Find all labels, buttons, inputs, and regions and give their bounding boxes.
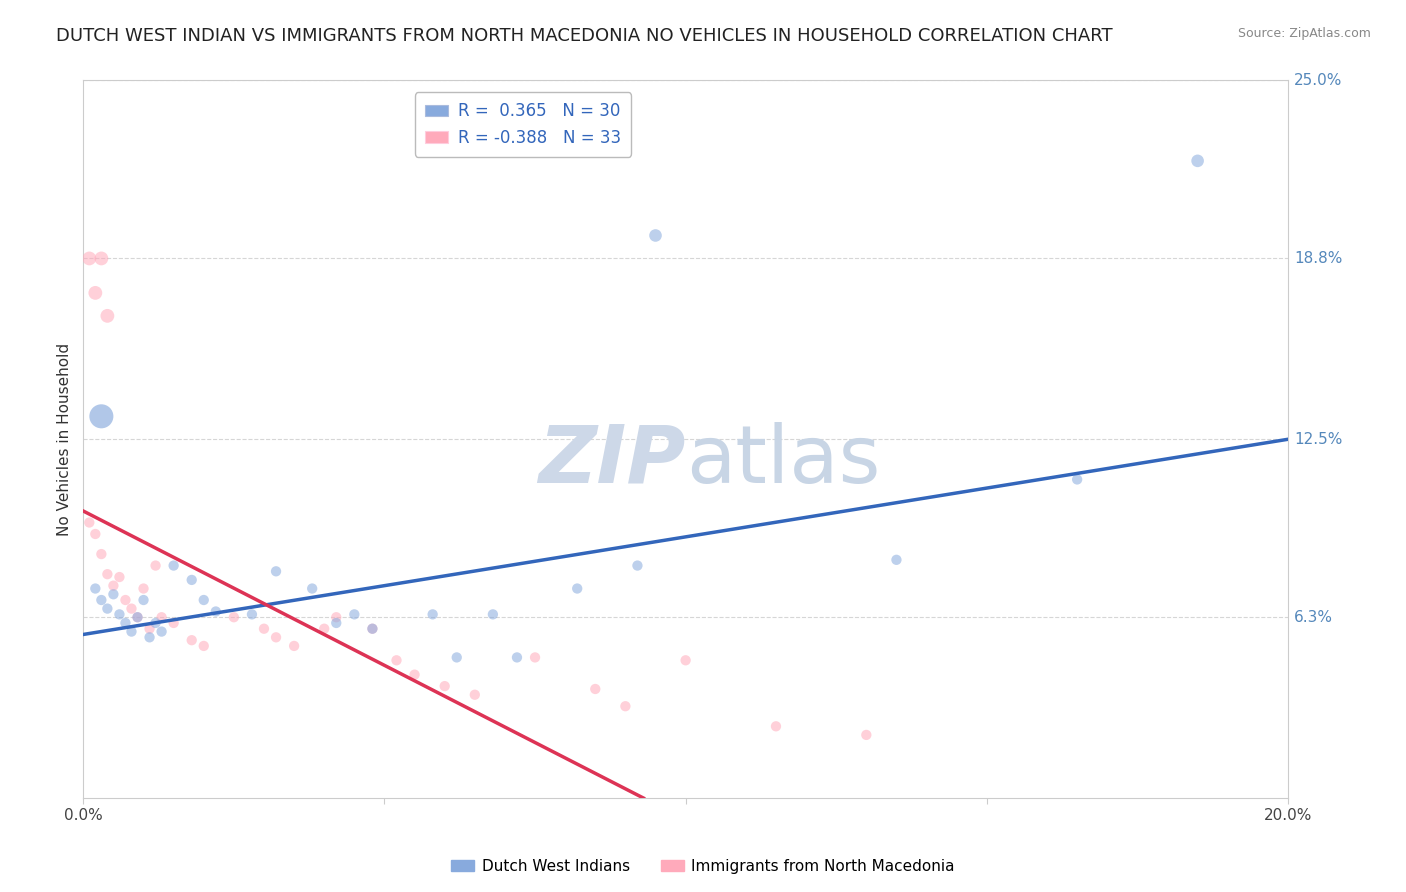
Point [325, 615, 347, 630]
Point [180, 633, 202, 648]
Point [301, 582, 323, 596]
Point [138, 622, 160, 636]
Point [283, 639, 305, 653]
Point [385, 653, 408, 667]
Point [614, 699, 637, 714]
Point [524, 650, 547, 665]
Point [325, 610, 347, 624]
Point [361, 622, 384, 636]
Point [84, 582, 107, 596]
Point [314, 622, 336, 636]
Point [626, 558, 648, 573]
Point [343, 607, 366, 622]
Point [180, 573, 202, 587]
Point [108, 607, 131, 622]
Text: DUTCH WEST INDIAN VS IMMIGRANTS FROM NORTH MACEDONIA NO VEHICLES IN HOUSEHOLD CO: DUTCH WEST INDIAN VS IMMIGRANTS FROM NOR… [56, 27, 1114, 45]
Text: 12.5%: 12.5% [1294, 432, 1343, 447]
Point [145, 558, 167, 573]
Point [446, 650, 468, 665]
Point [855, 728, 877, 742]
Point [361, 622, 384, 636]
Point [193, 593, 215, 607]
Point [567, 582, 589, 596]
Point [103, 579, 125, 593]
Point [675, 653, 697, 667]
Point [583, 681, 606, 696]
Point [84, 285, 107, 300]
Text: ZIP: ZIP [538, 422, 686, 500]
Point [138, 630, 160, 644]
Point [132, 582, 155, 596]
Point [103, 587, 125, 601]
Text: Source: ZipAtlas.com: Source: ZipAtlas.com [1237, 27, 1371, 40]
Point [84, 527, 107, 541]
Text: 18.8%: 18.8% [1294, 251, 1343, 266]
Point [163, 615, 186, 630]
Point [264, 630, 287, 644]
Point [90, 409, 112, 424]
Point [163, 558, 186, 573]
Text: 25.0%: 25.0% [1294, 73, 1343, 88]
Point [108, 570, 131, 584]
Text: 6.3%: 6.3% [1294, 610, 1333, 624]
Point [240, 607, 263, 622]
Point [121, 624, 143, 639]
Y-axis label: No Vehicles in Household: No Vehicles in Household [58, 343, 72, 536]
Point [145, 615, 167, 630]
Point [222, 610, 245, 624]
Point [264, 564, 287, 578]
Point [765, 719, 787, 733]
Point [253, 622, 276, 636]
Point [464, 688, 486, 702]
Point [886, 553, 908, 567]
Point [114, 593, 136, 607]
Point [1066, 473, 1088, 487]
Legend: Dutch West Indians, Immigrants from North Macedonia: Dutch West Indians, Immigrants from Nort… [446, 853, 960, 880]
Point [422, 607, 444, 622]
Point [96, 309, 118, 323]
Point [90, 252, 112, 266]
Point [433, 679, 456, 693]
Point [79, 516, 101, 530]
Point [132, 593, 155, 607]
Point [644, 228, 666, 243]
Point [482, 607, 505, 622]
Point [96, 601, 118, 615]
Point [96, 567, 118, 582]
Point [121, 601, 143, 615]
Legend: R =  0.365   N = 30, R = -0.388   N = 33: R = 0.365 N = 30, R = -0.388 N = 33 [415, 93, 631, 157]
Point [204, 605, 226, 619]
Point [506, 650, 529, 665]
Point [1187, 153, 1209, 168]
Point [127, 610, 149, 624]
Point [193, 639, 215, 653]
Point [90, 593, 112, 607]
Point [90, 547, 112, 561]
Point [150, 610, 173, 624]
Point [79, 252, 101, 266]
Point [114, 615, 136, 630]
Point [127, 610, 149, 624]
Point [150, 624, 173, 639]
Text: atlas: atlas [686, 422, 880, 500]
Point [404, 667, 426, 681]
